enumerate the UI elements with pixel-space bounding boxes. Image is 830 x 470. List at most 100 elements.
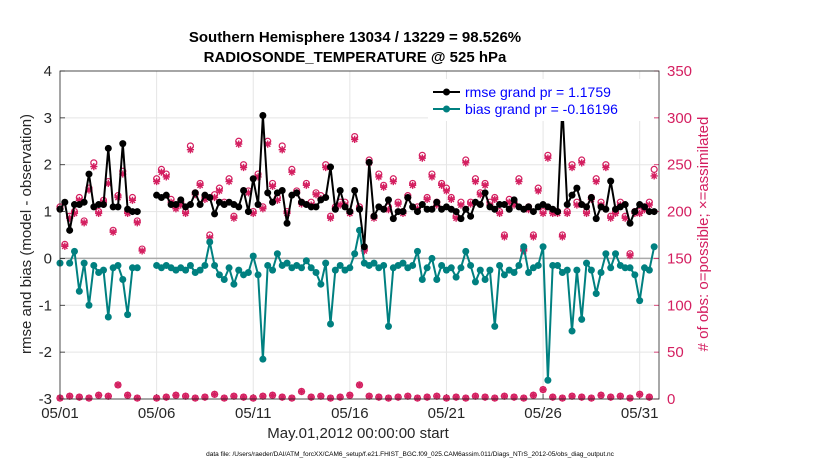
rmse-point [109, 203, 117, 211]
x-tick-label: 05/21 [428, 405, 466, 422]
rmse-point [592, 215, 600, 223]
assimilated-obs-marker [587, 394, 595, 402]
assimilated-obs-marker [462, 394, 470, 402]
rmse-point [510, 196, 518, 204]
bias-point [254, 271, 262, 279]
assimilated-obs-marker [597, 391, 605, 399]
bias-point [510, 268, 518, 276]
assimilated-obs-marker [264, 140, 272, 148]
bias-point [225, 264, 233, 272]
bias-point [269, 266, 277, 274]
rmse-point [607, 177, 615, 185]
assimilated-obs-marker [326, 214, 335, 222]
bias-point [626, 264, 634, 272]
assimilated-obs-marker [288, 168, 296, 176]
rmse-point [61, 198, 69, 206]
x-tick-label: 05/06 [138, 405, 176, 422]
assimilated-obs-marker [500, 392, 509, 400]
assimilated-obs-marker [268, 182, 277, 190]
rmse-point [641, 203, 649, 211]
rmse-point [399, 208, 407, 216]
rmse-point [80, 198, 88, 206]
assimilated-obs-marker [254, 173, 262, 181]
x-axis-label: May.01,2012 00:00:00 start [267, 425, 449, 442]
assimilated-obs-marker [104, 179, 112, 188]
bias-point [66, 259, 74, 267]
assimilated-obs-marker [210, 390, 219, 398]
assimilated-obs-marker [278, 146, 286, 154]
bias-point [133, 264, 141, 272]
assimilated-obs-marker [336, 393, 344, 401]
rmse-point [240, 186, 248, 194]
bias-point [331, 266, 339, 274]
bias-point [80, 259, 88, 267]
assimilated-obs-marker [326, 394, 335, 402]
chart-title-line2: RADIOSONDE_TEMPERATURE @ 525 hPa [204, 49, 507, 66]
rmse-point [264, 189, 272, 197]
bias-point [496, 261, 504, 269]
assimilated-obs-marker [607, 214, 615, 222]
bias-point [578, 315, 586, 323]
legend-bias-marker [443, 105, 450, 113]
rmse-point [244, 208, 252, 216]
y-right-tick-label: 150 [667, 250, 692, 267]
rmse-point [70, 201, 78, 209]
assimilated-obs-marker [621, 214, 629, 222]
bias-point [481, 276, 489, 284]
bias-point [206, 238, 214, 246]
rmse-point [235, 203, 243, 211]
bias-point [128, 264, 136, 272]
assimilated-obs-marker [109, 228, 117, 236]
bias-point [211, 261, 219, 269]
assimilated-obs-marker [549, 393, 557, 401]
assimilated-obs-marker [384, 206, 393, 214]
rmse-point [322, 194, 330, 202]
y-right-tick-label: 300 [667, 110, 692, 127]
assimilated-obs-marker [239, 163, 248, 172]
assimilated-obs-marker [544, 154, 552, 162]
bias-point [587, 266, 595, 274]
assimilated-obs-marker [225, 177, 233, 186]
assimilated-obs-marker [317, 392, 325, 400]
assimilated-obs-marker [351, 135, 359, 144]
bias-point [500, 271, 508, 279]
assimilated-obs-marker [573, 201, 581, 209]
legend-rmse-marker [443, 88, 450, 96]
assimilated-obs-marker [384, 394, 393, 402]
bias-point [75, 287, 83, 295]
bias-point [124, 311, 132, 319]
rmse-point [283, 219, 291, 227]
assimilated-obs-marker [307, 393, 315, 401]
bias-point [457, 264, 465, 272]
legend-bias-text: bias grand pr = -0.16196 [465, 101, 618, 117]
bias-point [346, 264, 354, 272]
rmse-point [384, 196, 392, 204]
rmse-point [278, 186, 286, 194]
bias-point [273, 250, 281, 258]
rmse-point [254, 201, 262, 209]
assimilated-obs-marker [249, 209, 257, 218]
assimilated-obs-marker [288, 394, 296, 402]
assimilated-obs-marker [235, 140, 243, 148]
rmse-point [404, 194, 412, 202]
bias-point [597, 268, 605, 276]
rmse-point [211, 210, 219, 218]
assimilated-obs-marker [626, 394, 634, 402]
rmse-point [467, 212, 475, 220]
y-right-tick-label: 200 [667, 204, 692, 221]
data-layer [56, 102, 658, 402]
rmse-point [99, 201, 107, 209]
assimilated-obs-marker [558, 394, 566, 402]
assimilated-obs-marker [447, 195, 455, 203]
assimilated-obs-marker [162, 393, 170, 401]
rmse-point [423, 205, 431, 213]
rmse-point [631, 208, 639, 216]
bias-point [370, 259, 378, 267]
rmse-point [476, 201, 484, 209]
assimilated-obs-marker [418, 154, 426, 162]
assimilated-obs-marker [611, 209, 620, 218]
bias-point [602, 250, 610, 258]
bias-point [573, 266, 581, 274]
bias-point [520, 243, 528, 251]
bias-point [399, 259, 407, 267]
